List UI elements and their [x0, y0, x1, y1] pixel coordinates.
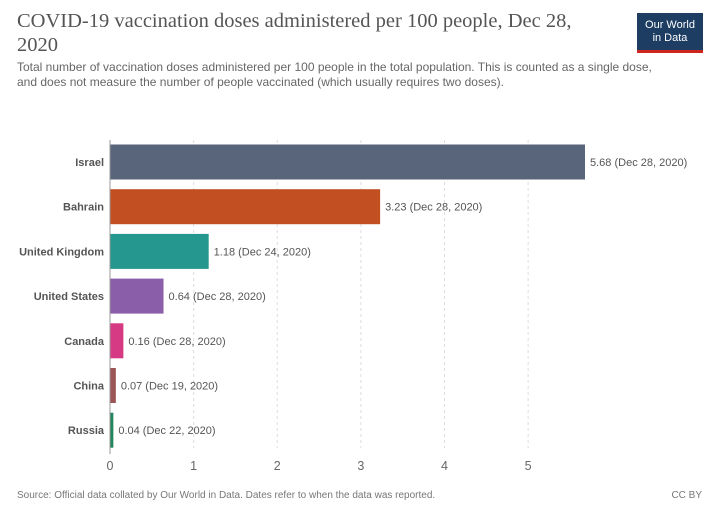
- category-label: Israel: [75, 157, 104, 169]
- x-tick-label: 0: [107, 459, 114, 473]
- x-tick-label: 2: [274, 459, 281, 473]
- category-label: Bahrain: [63, 202, 104, 214]
- bar: [110, 412, 114, 448]
- source-note: Source: Official data collated by Our Wo…: [17, 490, 436, 501]
- value-label: 5.68 (Dec 28, 2020): [590, 157, 687, 169]
- chart-title: COVID-19 vaccination doses administered …: [17, 10, 572, 56]
- value-label: 3.23 (Dec 28, 2020): [385, 202, 482, 214]
- bar: [110, 368, 116, 403]
- bar: [110, 233, 209, 269]
- category-label: United States: [34, 291, 104, 303]
- value-label: 0.07 (Dec 19, 2020): [121, 381, 218, 393]
- bar: [110, 144, 585, 180]
- category-label: China: [73, 381, 104, 393]
- bar: [110, 189, 381, 225]
- x-tick-label: 1: [190, 459, 197, 473]
- logo-line-2: in Data: [652, 32, 688, 44]
- owid-logo[interactable]: Our World in Data: [637, 13, 703, 53]
- x-tick-label: 4: [441, 459, 448, 473]
- category-label: Canada: [64, 336, 105, 348]
- category-label: Russia: [68, 425, 105, 437]
- value-label: 0.04 (Dec 22, 2020): [118, 425, 215, 437]
- x-tick-label: 3: [357, 459, 364, 473]
- bar: [110, 323, 124, 359]
- value-label: 0.16 (Dec 28, 2020): [128, 336, 225, 348]
- value-label: 0.64 (Dec 28, 2020): [169, 291, 266, 303]
- x-tick-label: 5: [525, 459, 532, 473]
- category-label: United Kingdom: [19, 246, 104, 258]
- chart-subtitle: Total number of vaccination doses admini…: [17, 60, 652, 89]
- license-link[interactable]: CC BY: [671, 490, 702, 501]
- bar-chart: 0 1 2 3 4 5 Israel 5.68 (Dec 28, 2020) Bahrain 3.…: [19, 140, 687, 473]
- value-label: 1.18 (Dec 24, 2020): [214, 246, 311, 258]
- logo-line-1: Our World: [645, 19, 695, 31]
- bar: [110, 278, 164, 314]
